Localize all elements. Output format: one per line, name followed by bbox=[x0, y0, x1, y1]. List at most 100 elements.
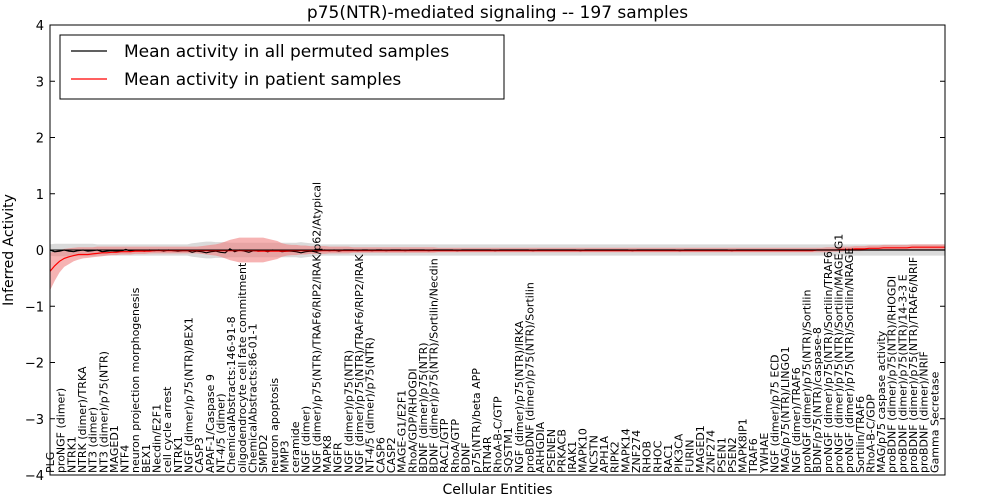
category-label: p75(NTR)/beta APP bbox=[470, 368, 483, 473]
legend: Mean activity in all permuted samples Me… bbox=[59, 34, 505, 100]
category-label: MAGED1 bbox=[694, 425, 707, 473]
category-label: IRAK1 bbox=[566, 441, 579, 473]
category-label: BDNF (dimer)/p75(NTR)/Sortilin/Necdin bbox=[428, 258, 441, 473]
category-label: proNGF (dimer)/p75(NTR)/Sortilin bbox=[801, 290, 814, 473]
category-label: NGF (dimer)/p75(NTR) bbox=[342, 350, 355, 473]
category-label: ceramide bbox=[289, 421, 302, 473]
category-label: NGF (dimer)/p75(NTR)/IRKA bbox=[513, 320, 526, 473]
y-axis-label: Inferred Activity bbox=[1, 194, 17, 306]
legend-label-permuted: Mean activity in all permuted samples bbox=[124, 42, 449, 62]
category-label: ChemicalAbstracts:146-91-8 bbox=[225, 316, 238, 473]
category-label: NGF (dimer)/p75 ECD bbox=[769, 354, 782, 473]
category-label: PIK3CA bbox=[673, 433, 686, 473]
legend-box bbox=[59, 34, 505, 100]
y-tick-label: −2 bbox=[25, 357, 44, 372]
category-label: FURIN bbox=[683, 440, 696, 474]
category-label: PSEN2 bbox=[726, 437, 739, 473]
y-tick-label: 2 bbox=[36, 132, 44, 147]
category-label: proNGF (dimer)/p75(NTR)/Sortilin/TRAF6 bbox=[822, 251, 835, 473]
category-label: NT3 (dimer)/p75(NTR) bbox=[97, 351, 110, 473]
category-label: NT-4/5 (dimer)/p75(NTR) bbox=[364, 337, 377, 473]
x-axis-label: Cellular Entities bbox=[442, 482, 552, 498]
category-label: NGF (dimer) bbox=[300, 406, 313, 473]
category-label: MMP3 bbox=[278, 440, 291, 473]
y-tick-label: −3 bbox=[25, 413, 44, 428]
category-label: RhoA-B-C/GDP bbox=[864, 394, 877, 473]
category-label: BDNF/p75(NTR)/caspase-8 bbox=[811, 327, 824, 473]
category-label: ZNF274 bbox=[630, 430, 643, 473]
category-label: PRKACB bbox=[555, 429, 568, 473]
category-label: BDNF bbox=[460, 442, 473, 473]
category-label: NTF4 bbox=[119, 445, 132, 473]
category-label: SQSTM1 bbox=[502, 427, 515, 473]
category-label: RHOB bbox=[641, 441, 654, 473]
category-label: NTRK (dimer)/TRKA bbox=[76, 366, 89, 473]
category-label: CASP3 bbox=[193, 437, 206, 473]
category-label: Sortilin/TRAF6 bbox=[854, 396, 867, 473]
category-label: BEX1 bbox=[140, 444, 153, 473]
category-label: CASP6 bbox=[374, 437, 387, 473]
category-label: proBDNF (dimer)/p75(NTR)/TRAF6/NRIF bbox=[907, 257, 920, 473]
category-label: MAPK8 bbox=[321, 435, 334, 473]
category-label: RhoA/GDP/RHOGDI bbox=[406, 368, 419, 473]
category-label: MAPK10 bbox=[577, 428, 590, 473]
category-label: RAC1/GTP bbox=[438, 418, 451, 473]
y-tick-label: 0 bbox=[36, 244, 44, 259]
y-tick-label: 1 bbox=[36, 188, 44, 203]
category-label: NTRK1 bbox=[65, 436, 78, 473]
category-label: RhoA/GTP bbox=[449, 419, 462, 473]
confidence-bands bbox=[50, 237, 945, 291]
legend-label-patient: Mean activity in patient samples bbox=[124, 70, 401, 90]
category-label: proNGF (dimer)/p75(NTR)/Sortilin/MAGE-G1 bbox=[833, 234, 846, 473]
category-label: PSEN1 bbox=[715, 437, 728, 473]
category-label: RAC1 bbox=[662, 444, 675, 473]
category-label: BDNF (dimer)/p75(NTR) bbox=[417, 342, 430, 473]
category-label: NGF (dimer)/TRAF6 bbox=[790, 367, 803, 473]
category-label: PSENEN bbox=[545, 429, 558, 473]
category-label: NTRK1 bbox=[172, 436, 185, 473]
category-label: RhoA-B-C/GTP bbox=[492, 396, 505, 473]
y-tick-label: −4 bbox=[25, 469, 44, 484]
y-tick-label: −1 bbox=[25, 300, 44, 315]
category-label: neuron apoptosis bbox=[268, 378, 281, 473]
category-label: proBDNF (dimer)/p75(NTR)/14-3-3 E bbox=[896, 274, 909, 473]
category-label: proNGF (dimer)/p75(NTR)/Sortilin/NRAGE bbox=[843, 248, 856, 473]
category-label: APH1A bbox=[598, 436, 611, 473]
category-label: RHOC bbox=[651, 440, 664, 473]
category-label: proBDNF (dimer)/NRIF bbox=[918, 351, 931, 473]
category-label: MAG/p75(NTR)/LINGO1 bbox=[779, 346, 792, 473]
category-label: Gamma Secretase bbox=[928, 371, 941, 473]
category-label: NT-4/5 (dimer) bbox=[215, 393, 228, 473]
y-axis-ticks: 4 3 2 1 0 −1 −2 −3 −4 bbox=[25, 19, 945, 484]
category-label: NGF (dimer)/p75(NTR)/BEX1 bbox=[183, 317, 196, 473]
category-label: ARHGDIA bbox=[534, 421, 547, 473]
category-label: proBDNF (dimer)/p75(NTR)/Sortilin bbox=[524, 282, 537, 473]
category-label: SMPD2 bbox=[257, 434, 270, 473]
series-lines bbox=[49, 246, 945, 272]
y-tick-label: 3 bbox=[36, 75, 44, 90]
category-label: NGF (dimer)/p75(NTR)/TRAF6/RIP2/IRAK/p62… bbox=[310, 182, 323, 473]
category-label: proBDNF (dimer)/p75(NTR)/RHOGDI bbox=[886, 276, 899, 473]
category-label: cell cycle arrest bbox=[161, 386, 174, 473]
category-label: CASP2 bbox=[385, 437, 398, 473]
category-label: MAPK14 bbox=[619, 428, 632, 473]
category-label: neuron projection morphogenesis bbox=[129, 287, 142, 473]
category-label: Necdin/E2F1 bbox=[151, 404, 164, 473]
category-label: MAPK8IP1 bbox=[737, 418, 750, 473]
category-label: MAGED1 bbox=[108, 425, 121, 473]
category-label: RTN4R bbox=[481, 436, 494, 473]
category-label: MAG/p75 caspase activity bbox=[875, 330, 888, 473]
category-label: MAGE-G1/E2F1 bbox=[396, 390, 409, 473]
category-label: ZNF274 bbox=[705, 430, 718, 473]
category-label: NT3 (dimer) bbox=[87, 407, 100, 473]
patient-mean-line bbox=[49, 246, 945, 272]
category-label: RIPK2 bbox=[609, 441, 622, 473]
category-label: proNGF (dimer) bbox=[55, 388, 68, 473]
category-label: NCSTN bbox=[587, 435, 600, 473]
category-label: APAF-1/Caspase 9 bbox=[204, 374, 217, 473]
category-label: oligodendrocyte cell fate commitment bbox=[236, 262, 249, 473]
y-tick-label: 4 bbox=[36, 19, 44, 34]
category-label: NGFR bbox=[332, 442, 345, 473]
